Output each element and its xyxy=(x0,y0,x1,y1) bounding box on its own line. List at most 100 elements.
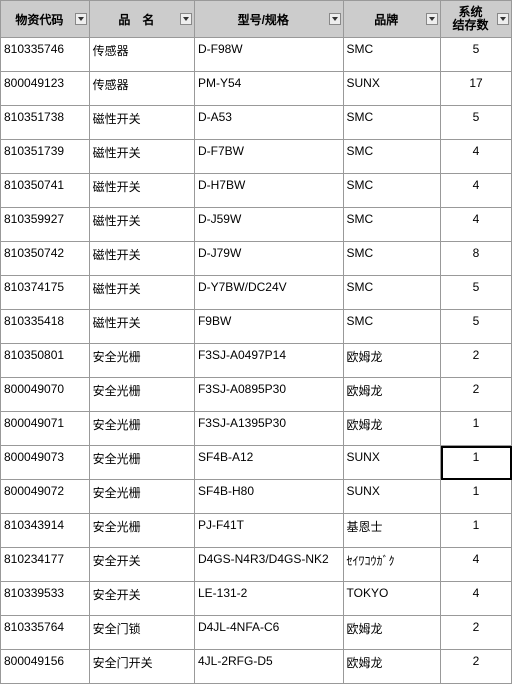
table-cell[interactable]: SMC xyxy=(343,208,441,242)
table-cell[interactable]: 4 xyxy=(441,140,512,174)
col-header-name[interactable]: 品 名 xyxy=(89,1,194,38)
table-cell[interactable]: 4 xyxy=(441,548,512,582)
table-cell[interactable]: 磁性开关 xyxy=(89,242,194,276)
table-cell[interactable]: 4JL-2RFG-D5 xyxy=(194,650,343,684)
table-cell[interactable]: D-F98W xyxy=(194,38,343,72)
table-cell[interactable]: SMC xyxy=(343,174,441,208)
table-cell[interactable]: D-J79W xyxy=(194,242,343,276)
col-header-system-stock[interactable]: 系统结存数 xyxy=(441,1,512,38)
table-cell[interactable]: 810351739 xyxy=(1,140,90,174)
table-cell[interactable]: 1 xyxy=(441,446,512,480)
table-cell[interactable]: SMC xyxy=(343,276,441,310)
table-cell[interactable]: 安全门开关 xyxy=(89,650,194,684)
table-cell[interactable]: D-A53 xyxy=(194,106,343,140)
table-cell[interactable]: 传感器 xyxy=(89,38,194,72)
table-cell[interactable]: 810335746 xyxy=(1,38,90,72)
table-cell[interactable]: 安全光栅 xyxy=(89,378,194,412)
table-cell[interactable]: 810374175 xyxy=(1,276,90,310)
filter-dropdown-icon[interactable] xyxy=(497,13,509,25)
table-cell[interactable]: PJ-F41T xyxy=(194,514,343,548)
table-cell[interactable]: 欧姆龙 xyxy=(343,616,441,650)
table-cell[interactable]: 17 xyxy=(441,72,512,106)
filter-dropdown-icon[interactable] xyxy=(426,13,438,25)
table-cell[interactable]: 安全开关 xyxy=(89,582,194,616)
table-cell[interactable]: SMC xyxy=(343,140,441,174)
table-cell[interactable]: 810359927 xyxy=(1,208,90,242)
table-cell[interactable]: 2 xyxy=(441,344,512,378)
table-cell[interactable]: 800049073 xyxy=(1,446,90,480)
table-cell[interactable]: 5 xyxy=(441,38,512,72)
table-cell[interactable]: SF4B-A12 xyxy=(194,446,343,480)
table-cell[interactable]: D4GS-N4R3/D4GS-NK2 xyxy=(194,548,343,582)
table-cell[interactable]: 810350741 xyxy=(1,174,90,208)
filter-dropdown-icon[interactable] xyxy=(75,13,87,25)
table-cell[interactable]: F3SJ-A1395P30 xyxy=(194,412,343,446)
table-cell[interactable]: SMC xyxy=(343,38,441,72)
table-cell[interactable]: D-F7BW xyxy=(194,140,343,174)
table-cell[interactable]: SMC xyxy=(343,242,441,276)
table-cell[interactable]: 1 xyxy=(441,480,512,514)
table-cell[interactable]: 安全光栅 xyxy=(89,446,194,480)
table-cell[interactable]: F3SJ-A0497P14 xyxy=(194,344,343,378)
filter-dropdown-icon[interactable] xyxy=(329,13,341,25)
table-cell[interactable]: 4 xyxy=(441,174,512,208)
table-cell[interactable]: 安全门锁 xyxy=(89,616,194,650)
table-cell[interactable]: SF4B-H80 xyxy=(194,480,343,514)
table-cell[interactable]: TOKYO xyxy=(343,582,441,616)
table-cell[interactable]: 800049072 xyxy=(1,480,90,514)
table-cell[interactable]: 安全光栅 xyxy=(89,514,194,548)
table-cell[interactable]: F9BW xyxy=(194,310,343,344)
table-cell[interactable]: 传感器 xyxy=(89,72,194,106)
table-cell[interactable]: 磁性开关 xyxy=(89,276,194,310)
table-cell[interactable]: 安全开关 xyxy=(89,548,194,582)
table-cell[interactable]: 810339533 xyxy=(1,582,90,616)
table-cell[interactable]: 1 xyxy=(441,514,512,548)
table-cell[interactable]: 安全光栅 xyxy=(89,344,194,378)
table-cell[interactable]: 磁性开关 xyxy=(89,174,194,208)
table-cell[interactable]: 800049070 xyxy=(1,378,90,412)
table-cell[interactable]: 2 xyxy=(441,650,512,684)
table-cell[interactable]: 安全光栅 xyxy=(89,412,194,446)
table-cell[interactable]: 4 xyxy=(441,208,512,242)
table-cell[interactable]: 基恩士 xyxy=(343,514,441,548)
table-cell[interactable]: ｾｲﾜｺｳｶﾞｸ xyxy=(343,548,441,582)
table-cell[interactable]: 800049156 xyxy=(1,650,90,684)
table-cell[interactable]: 磁性开关 xyxy=(89,310,194,344)
table-cell[interactable]: 810335418 xyxy=(1,310,90,344)
table-cell[interactable]: SUNX xyxy=(343,446,441,480)
table-cell[interactable]: 810351738 xyxy=(1,106,90,140)
col-header-material-code[interactable]: 物资代码 xyxy=(1,1,90,38)
table-cell[interactable]: 5 xyxy=(441,276,512,310)
table-cell[interactable]: 欧姆龙 xyxy=(343,412,441,446)
table-cell[interactable]: LE-131-2 xyxy=(194,582,343,616)
table-cell[interactable]: D-H7BW xyxy=(194,174,343,208)
table-cell[interactable]: SMC xyxy=(343,106,441,140)
table-cell[interactable]: PM-Y54 xyxy=(194,72,343,106)
table-cell[interactable]: SUNX xyxy=(343,480,441,514)
table-cell[interactable]: 5 xyxy=(441,310,512,344)
table-cell[interactable]: 安全光栅 xyxy=(89,480,194,514)
table-cell[interactable]: 1 xyxy=(441,412,512,446)
table-cell[interactable]: 2 xyxy=(441,616,512,650)
table-cell[interactable]: 800049071 xyxy=(1,412,90,446)
table-cell[interactable]: SUNX xyxy=(343,72,441,106)
col-header-model-spec[interactable]: 型号/规格 xyxy=(194,1,343,38)
table-cell[interactable]: 810234177 xyxy=(1,548,90,582)
table-cell[interactable]: 2 xyxy=(441,378,512,412)
col-header-brand[interactable]: 品牌 xyxy=(343,1,441,38)
table-cell[interactable]: 800049123 xyxy=(1,72,90,106)
table-cell[interactable]: D4JL-4NFA-C6 xyxy=(194,616,343,650)
table-cell[interactable]: 810343914 xyxy=(1,514,90,548)
table-cell[interactable]: SMC xyxy=(343,310,441,344)
table-cell[interactable]: 欧姆龙 xyxy=(343,344,441,378)
table-cell[interactable]: F3SJ-A0895P30 xyxy=(194,378,343,412)
filter-dropdown-icon[interactable] xyxy=(180,13,192,25)
table-cell[interactable]: 磁性开关 xyxy=(89,106,194,140)
table-cell[interactable]: D-Y7BW/DC24V xyxy=(194,276,343,310)
table-cell[interactable]: 810350742 xyxy=(1,242,90,276)
table-cell[interactable]: 4 xyxy=(441,582,512,616)
table-cell[interactable]: 810335764 xyxy=(1,616,90,650)
table-cell[interactable]: 810350801 xyxy=(1,344,90,378)
table-cell[interactable]: 磁性开关 xyxy=(89,140,194,174)
table-cell[interactable]: 欧姆龙 xyxy=(343,378,441,412)
